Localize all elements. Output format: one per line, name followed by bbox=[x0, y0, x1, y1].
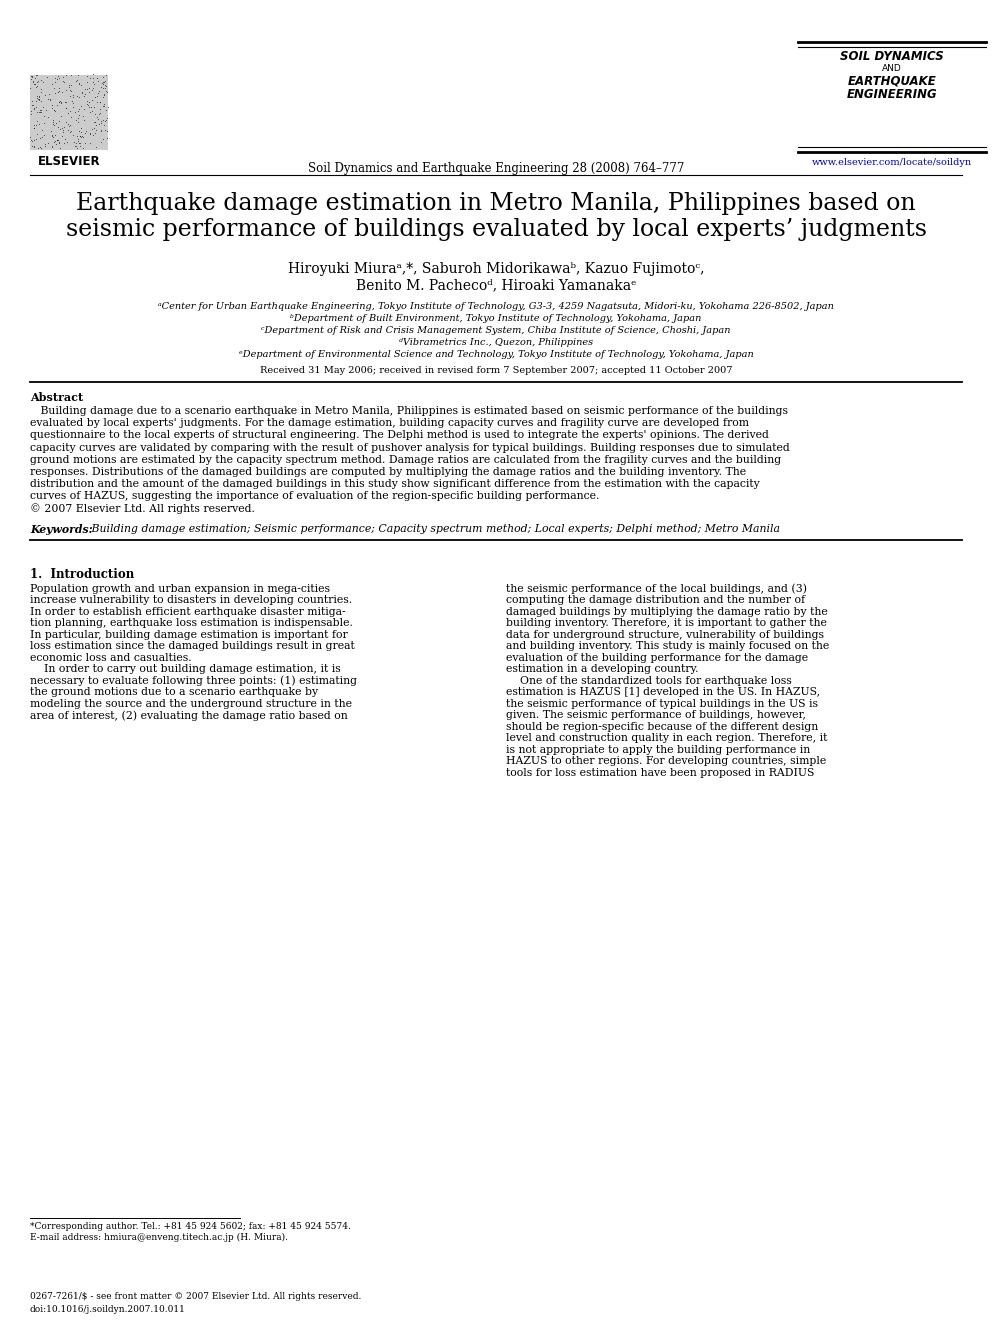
Text: curves of HAZUS, suggesting the importance of evaluation of the region-specific : curves of HAZUS, suggesting the importan… bbox=[30, 491, 599, 501]
Text: estimation in a developing country.: estimation in a developing country. bbox=[506, 664, 698, 675]
Text: economic loss and casualties.: economic loss and casualties. bbox=[30, 652, 191, 663]
Text: area of interest, (2) evaluating the damage ratio based on: area of interest, (2) evaluating the dam… bbox=[30, 710, 348, 721]
Text: 1.  Introduction: 1. Introduction bbox=[30, 568, 134, 581]
Text: tion planning, earthquake loss estimation is indispensable.: tion planning, earthquake loss estimatio… bbox=[30, 618, 353, 628]
Text: building inventory. Therefore, it is important to gather the: building inventory. Therefore, it is imp… bbox=[506, 618, 827, 628]
Text: ᵈVibrametrics Inc., Quezon, Philippines: ᵈVibrametrics Inc., Quezon, Philippines bbox=[399, 337, 593, 347]
Text: the seismic performance of typical buildings in the US is: the seismic performance of typical build… bbox=[506, 699, 818, 709]
Bar bbox=[30, 75, 108, 149]
Text: Building damage estimation; Seismic performance; Capacity spectrum method; Local: Building damage estimation; Seismic perf… bbox=[88, 524, 780, 533]
Text: computing the damage distribution and the number of: computing the damage distribution and th… bbox=[506, 595, 806, 606]
Text: evaluation of the building performance for the damage: evaluation of the building performance f… bbox=[506, 652, 808, 663]
Text: damaged buildings by multiplying the damage ratio by the: damaged buildings by multiplying the dam… bbox=[506, 607, 827, 617]
Text: Abstract: Abstract bbox=[30, 392, 83, 404]
Text: ᵃCenter for Urban Earthquake Engineering, Tokyo Institute of Technology, G3-3, 4: ᵃCenter for Urban Earthquake Engineering… bbox=[158, 302, 834, 311]
Text: modeling the source and the underground structure in the: modeling the source and the underground … bbox=[30, 699, 352, 709]
Text: www.elsevier.com/locate/soildyn: www.elsevier.com/locate/soildyn bbox=[811, 157, 972, 167]
Text: questionnaire to the local experts of structural engineering. The Delphi method : questionnaire to the local experts of st… bbox=[30, 430, 769, 441]
Text: data for underground structure, vulnerability of buildings: data for underground structure, vulnerab… bbox=[506, 630, 824, 640]
Text: HAZUS to other regions. For developing countries, simple: HAZUS to other regions. For developing c… bbox=[506, 757, 826, 766]
Text: tools for loss estimation have been proposed in RADIUS: tools for loss estimation have been prop… bbox=[506, 767, 814, 778]
Text: Soil Dynamics and Earthquake Engineering 28 (2008) 764–777: Soil Dynamics and Earthquake Engineering… bbox=[308, 161, 684, 175]
Text: distribution and the amount of the damaged buildings in this study show signific: distribution and the amount of the damag… bbox=[30, 479, 760, 490]
Text: estimation is HAZUS [1] developed in the US. In HAZUS,: estimation is HAZUS [1] developed in the… bbox=[506, 688, 820, 697]
Text: the ground motions due to a scenario earthquake by: the ground motions due to a scenario ear… bbox=[30, 688, 318, 697]
Text: evaluated by local experts' judgments. For the damage estimation, building capac: evaluated by local experts' judgments. F… bbox=[30, 418, 749, 429]
Text: is not appropriate to apply the building performance in: is not appropriate to apply the building… bbox=[506, 745, 810, 755]
Text: ᵇDepartment of Built Environment, Tokyo Institute of Technology, Yokohama, Japan: ᵇDepartment of Built Environment, Tokyo … bbox=[291, 314, 701, 323]
Text: Keywords:: Keywords: bbox=[30, 524, 92, 534]
Text: In order to establish efficient earthquake disaster mitiga-: In order to establish efficient earthqua… bbox=[30, 607, 345, 617]
Text: ᵉDepartment of Environmental Science and Technology, Tokyo Institute of Technolo: ᵉDepartment of Environmental Science and… bbox=[239, 351, 753, 359]
Text: Earthquake damage estimation in Metro Manila, Philippines based on: Earthquake damage estimation in Metro Ma… bbox=[76, 192, 916, 216]
Text: E-mail address: hmiura@enveng.titech.ac.jp (H. Miura).: E-mail address: hmiura@enveng.titech.ac.… bbox=[30, 1233, 288, 1242]
Text: *Corresponding author. Tel.: +81 45 924 5602; fax: +81 45 924 5574.: *Corresponding author. Tel.: +81 45 924 … bbox=[30, 1222, 351, 1230]
Text: ENGINEERING: ENGINEERING bbox=[847, 89, 937, 101]
Text: ground motions are estimated by the capacity spectrum method. Damage ratios are : ground motions are estimated by the capa… bbox=[30, 455, 781, 464]
Text: seismic performance of buildings evaluated by local experts’ judgments: seismic performance of buildings evaluat… bbox=[65, 218, 927, 241]
Text: ᶜDepartment of Risk and Crisis Management System, Chiba Institute of Science, Ch: ᶜDepartment of Risk and Crisis Managemen… bbox=[261, 325, 731, 335]
Text: SOIL DYNAMICS: SOIL DYNAMICS bbox=[840, 50, 943, 64]
Text: and building inventory. This study is mainly focused on the: and building inventory. This study is ma… bbox=[506, 642, 829, 651]
Text: EARTHQUAKE: EARTHQUAKE bbox=[847, 74, 936, 87]
Text: doi:10.1016/j.soildyn.2007.10.011: doi:10.1016/j.soildyn.2007.10.011 bbox=[30, 1304, 186, 1314]
Text: loss estimation since the damaged buildings result in great: loss estimation since the damaged buildi… bbox=[30, 642, 355, 651]
Text: responses. Distributions of the damaged buildings are computed by multiplying th: responses. Distributions of the damaged … bbox=[30, 467, 746, 478]
Text: the seismic performance of the local buildings, and (3): the seismic performance of the local bui… bbox=[506, 583, 807, 594]
Text: should be region-specific because of the different design: should be region-specific because of the… bbox=[506, 722, 818, 732]
Text: In particular, building damage estimation is important for: In particular, building damage estimatio… bbox=[30, 630, 348, 640]
Text: Hiroyuki Miuraᵃ,*, Saburoh Midorikawaᵇ, Kazuo Fujimotoᶜ,: Hiroyuki Miuraᵃ,*, Saburoh Midorikawaᵇ, … bbox=[288, 262, 704, 277]
Text: given. The seismic performance of buildings, however,: given. The seismic performance of buildi… bbox=[506, 710, 806, 720]
Text: ELSEVIER: ELSEVIER bbox=[38, 155, 100, 168]
Text: Building damage due to a scenario earthquake in Metro Manila, Philippines is est: Building damage due to a scenario earthq… bbox=[30, 406, 788, 415]
Text: AND: AND bbox=[882, 64, 902, 73]
Text: Benito M. Pachecoᵈ, Hiroaki Yamanakaᵉ: Benito M. Pachecoᵈ, Hiroaki Yamanakaᵉ bbox=[356, 278, 636, 292]
Text: One of the standardized tools for earthquake loss: One of the standardized tools for earthq… bbox=[506, 676, 792, 685]
Text: increase vulnerability to disasters in developing countries.: increase vulnerability to disasters in d… bbox=[30, 595, 352, 606]
Text: Population growth and urban expansion in mega-cities: Population growth and urban expansion in… bbox=[30, 583, 330, 594]
Text: © 2007 Elsevier Ltd. All rights reserved.: © 2007 Elsevier Ltd. All rights reserved… bbox=[30, 504, 255, 515]
Text: level and construction quality in each region. Therefore, it: level and construction quality in each r… bbox=[506, 733, 827, 744]
Text: Received 31 May 2006; received in revised form 7 September 2007; accepted 11 Oct: Received 31 May 2006; received in revise… bbox=[260, 366, 732, 374]
Text: necessary to evaluate following three points: (1) estimating: necessary to evaluate following three po… bbox=[30, 676, 357, 687]
Text: capacity curves are validated by comparing with the result of pushover analysis : capacity curves are validated by compari… bbox=[30, 443, 790, 452]
Text: 0267-7261/$ - see front matter © 2007 Elsevier Ltd. All rights reserved.: 0267-7261/$ - see front matter © 2007 El… bbox=[30, 1293, 361, 1301]
Text: In order to carry out building damage estimation, it is: In order to carry out building damage es… bbox=[30, 664, 340, 675]
